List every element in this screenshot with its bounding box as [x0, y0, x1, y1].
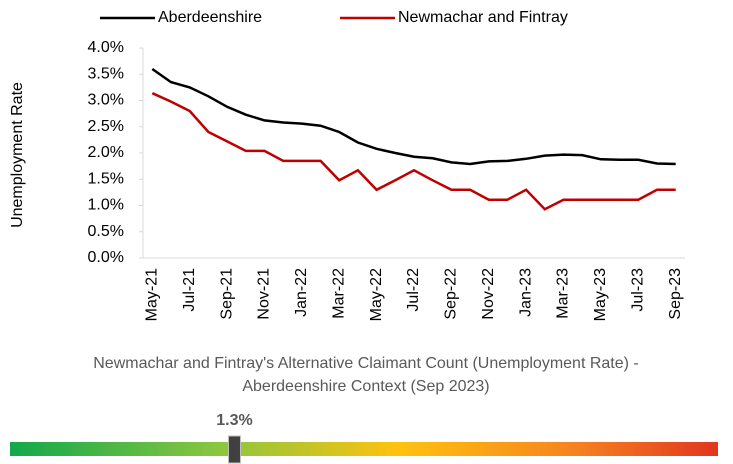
x-tick-label: Nov-22: [480, 268, 497, 320]
y-tick-label: 1.5%: [88, 170, 124, 187]
x-tick-label: Jan-22: [293, 268, 310, 317]
x-tick-label: Mar-22: [330, 268, 347, 319]
x-tick-label: Sep-22: [443, 268, 460, 320]
y-tick-label: 3.0%: [88, 92, 124, 109]
x-tick-label: Mar-23: [555, 268, 572, 319]
chart-title: Aberdeenshire Context (Sep 2023): [242, 378, 489, 395]
x-tick-label: Jul-21: [181, 268, 198, 312]
y-tick-label: 4.0%: [88, 39, 124, 56]
y-axis-label: Unemployment Rate: [9, 82, 26, 228]
x-tick-label: Jul-22: [405, 268, 422, 312]
legend-label: Aberdeenshire: [158, 9, 262, 26]
y-tick-label: 2.5%: [88, 118, 124, 135]
gauge-label: 1.3%: [216, 412, 252, 429]
x-tick-label: May-23: [592, 268, 609, 321]
x-tick-label: Sep-23: [667, 268, 684, 320]
x-tick-label: Nov-21: [256, 268, 273, 320]
y-tick-label: 0.5%: [88, 223, 124, 240]
x-tick-label: Jan-23: [517, 268, 534, 317]
x-tick-label: May-21: [144, 268, 161, 321]
legend-label: Newmachar and Fintray: [398, 9, 568, 26]
series-line: [151, 67, 676, 166]
series-line: [151, 92, 676, 211]
y-tick-label: 0.0%: [88, 249, 124, 266]
x-tick-label: Sep-21: [218, 268, 235, 320]
y-tick-label: 1.0%: [88, 197, 124, 214]
gauge-marker: [227, 435, 241, 464]
y-tick-label: 2.0%: [88, 144, 124, 161]
y-tick-label: 3.5%: [88, 65, 124, 82]
gauge-bar: [10, 442, 718, 456]
chart-title: Newmachar and Fintray's Alternative Clai…: [93, 355, 639, 372]
x-tick-label: May-22: [368, 268, 385, 321]
x-tick-label: Jul-23: [629, 268, 646, 312]
